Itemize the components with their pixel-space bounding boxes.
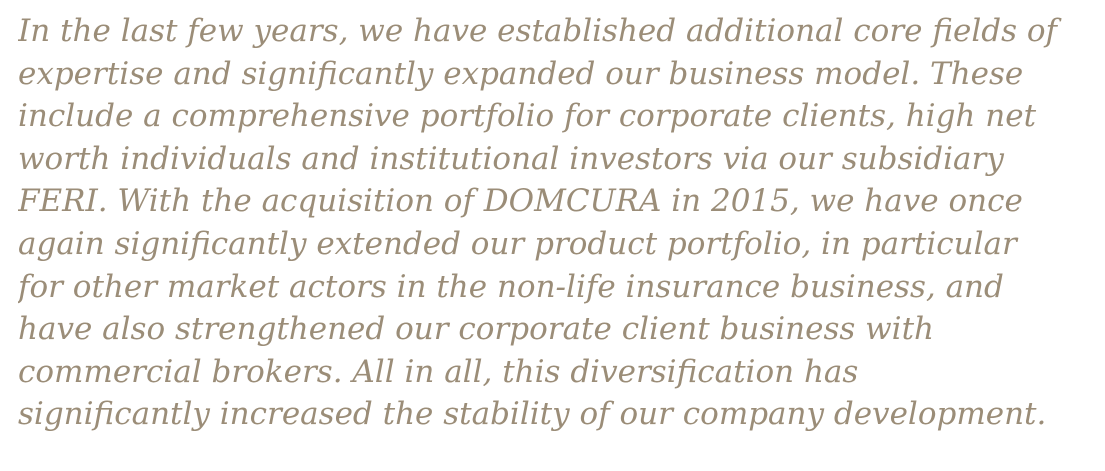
- text-line: significantly increased the stability of…: [18, 396, 1047, 433]
- text-line: commercial brokers. All in all, this div…: [18, 353, 859, 390]
- text-line: worth individuals and institutional inve…: [18, 140, 1004, 177]
- text-line: FERI. With the acquisition of DOMCURA in…: [18, 183, 1023, 220]
- text-line: again significantly extended our product…: [18, 225, 1017, 262]
- text-line: include a comprehensive portfolio for co…: [18, 98, 1037, 135]
- text-line: have also strengthened our corporate cli…: [18, 311, 935, 348]
- text-line: for other market actors in the non-life …: [18, 268, 1004, 305]
- text-line: In the last few years, we have establish…: [18, 13, 1058, 49]
- text-line: expertise and significantly expanded our…: [18, 55, 1024, 92]
